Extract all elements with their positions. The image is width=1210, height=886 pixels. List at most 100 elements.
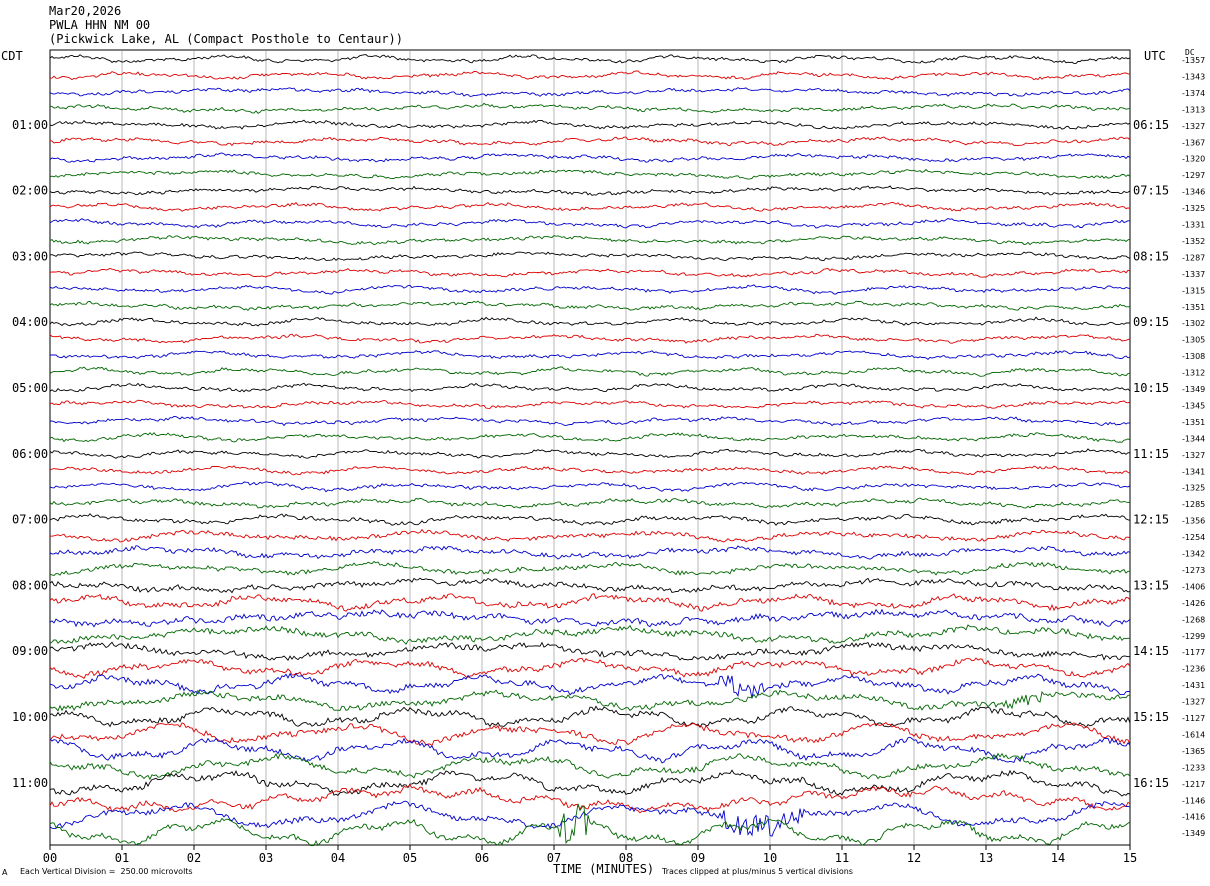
x-tick-label: 11 [835, 851, 849, 865]
right-hour-label: 09:15 [1133, 315, 1169, 329]
x-tick-label: 08 [619, 851, 633, 865]
dc-offset-label: -1351 [1182, 418, 1205, 427]
dc-offset-label: -1345 [1182, 401, 1205, 410]
header-location: (Pickwick Lake, AL (Compact Posthole to … [49, 32, 404, 46]
right-hour-label: 10:15 [1133, 381, 1169, 395]
seismic-trace [49, 784, 1131, 814]
seismic-trace [49, 300, 1131, 312]
left-hour-label: 07:00 [12, 513, 48, 527]
seismic-trace [49, 382, 1131, 393]
seismic-trace [49, 481, 1131, 493]
scale-note: Each Vertical Division = 250.00 microvol… [20, 867, 193, 876]
dc-offset-label: -1217 [1182, 780, 1205, 789]
dc-offset-label: -1308 [1182, 352, 1205, 361]
clip-note: Traces clipped at plus/minus 5 vertical … [662, 867, 853, 876]
dc-offset-label: -1325 [1182, 204, 1205, 213]
right-hour-label: 08:15 [1133, 249, 1169, 263]
right-hour-label: 11:15 [1133, 447, 1169, 461]
dc-offset-label: -1127 [1182, 714, 1205, 723]
left-hour-label: 01:00 [12, 118, 48, 132]
seismic-trace [49, 119, 1131, 130]
right-timezone-label: UTC [1144, 49, 1166, 63]
seismic-trace [49, 752, 1131, 781]
right-hour-label: 06:15 [1133, 118, 1169, 132]
seismic-trace [49, 689, 1130, 712]
dc-offset-label: -1374 [1182, 89, 1205, 98]
x-tick-label: 00 [43, 851, 57, 865]
right-hour-label: 16:15 [1133, 776, 1169, 790]
dc-offset-label: -1416 [1182, 813, 1205, 822]
x-tick-label: 02 [187, 851, 201, 865]
seismic-trace [49, 465, 1131, 476]
left-hour-label: 02:00 [12, 184, 48, 198]
dc-label: DC [1185, 48, 1195, 57]
dc-offset-label: -1426 [1182, 599, 1205, 608]
seismic-trace [49, 316, 1131, 327]
seismic-trace [49, 577, 1131, 594]
seismic-trace [49, 800, 1131, 837]
seismic-trace [49, 217, 1131, 229]
seismic-trace [49, 136, 1131, 147]
dc-offset-label: -1299 [1182, 632, 1205, 641]
seismic-trace [49, 87, 1131, 97]
seismic-trace [49, 513, 1131, 526]
seismic-trace [49, 672, 1131, 699]
x-axis-title: TIME (MINUTES) [553, 862, 655, 876]
dc-offset-label: -1312 [1182, 369, 1205, 378]
x-tick-label: 06 [475, 851, 489, 865]
dc-offset-label: -1357 [1182, 56, 1205, 65]
seismic-trace [49, 608, 1131, 628]
dc-offset-label: -1273 [1182, 566, 1205, 575]
dc-offset-label: -1327 [1182, 698, 1205, 707]
dc-offset-label: -1297 [1182, 171, 1205, 180]
seismic-trace [49, 70, 1131, 81]
dc-offset-label: -1254 [1182, 533, 1205, 542]
seismic-trace [49, 54, 1131, 64]
dc-offset-label: -1346 [1182, 188, 1205, 197]
left-hour-label: 03:00 [12, 249, 48, 263]
left-hour-label: 04:00 [12, 315, 48, 329]
dc-offset-label: -1365 [1182, 747, 1205, 756]
seismic-trace [49, 152, 1131, 163]
seismic-trace [49, 284, 1131, 295]
x-tick-label: 01 [115, 851, 129, 865]
right-hour-label: 14:15 [1133, 644, 1169, 658]
dc-offset-label: -1233 [1182, 763, 1205, 772]
seismic-trace [49, 366, 1131, 377]
dc-offset-label: -1349 [1182, 829, 1205, 838]
seismic-trace [49, 528, 1131, 543]
dc-offset-label: -1351 [1182, 303, 1205, 312]
seismic-trace [49, 432, 1131, 443]
left-hour-label: 09:00 [12, 644, 48, 658]
dc-offset-label: -1315 [1182, 286, 1205, 295]
seismic-trace [49, 268, 1131, 278]
dc-offset-label: -1268 [1182, 615, 1205, 624]
dc-offset-label: -1406 [1182, 582, 1205, 591]
dc-offset-label: -1352 [1182, 237, 1205, 246]
dc-offset-label: -1337 [1182, 270, 1205, 279]
left-hour-label: 06:00 [12, 447, 48, 461]
seismic-trace [49, 722, 1131, 747]
dc-offset-label: -1327 [1182, 451, 1205, 460]
dc-offset-label: -1313 [1182, 105, 1205, 114]
seismic-trace [49, 497, 1131, 509]
dc-offset-label: -1146 [1182, 796, 1205, 805]
corner-mark: A [2, 868, 8, 877]
left-hour-label: 08:00 [12, 578, 48, 592]
dc-offset-label: -1287 [1182, 253, 1205, 262]
seismic-trace [49, 448, 1131, 459]
seismic-trace [49, 624, 1131, 645]
dc-offset-label: -1320 [1182, 155, 1205, 164]
dc-offset-label: -1343 [1182, 72, 1205, 81]
seismic-trace [49, 736, 1131, 764]
dc-offset-label: -1305 [1182, 336, 1205, 345]
seismic-trace [49, 560, 1130, 577]
left-hour-label: 11:00 [12, 776, 48, 790]
dc-offset-label: -1177 [1182, 648, 1205, 657]
seismic-trace [49, 705, 1131, 729]
left-timezone-label: CDT [1, 49, 23, 63]
seismic-trace [49, 769, 1131, 797]
header-date: Mar20,2026 [49, 4, 122, 18]
x-tick-label: 05 [403, 851, 417, 865]
